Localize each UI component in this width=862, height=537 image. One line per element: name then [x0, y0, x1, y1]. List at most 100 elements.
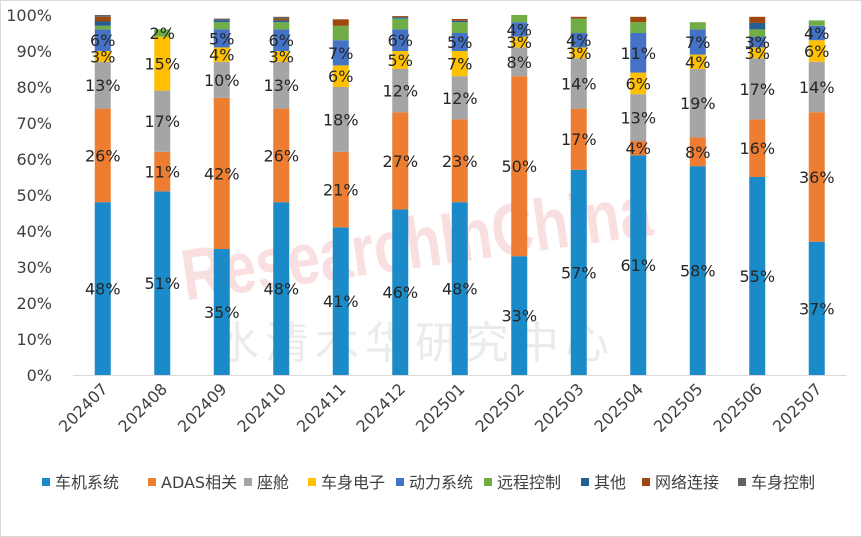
bar-segment [570, 33, 587, 48]
data-label: 3% [566, 44, 591, 63]
bar-segment [273, 20, 290, 23]
data-label: 5% [388, 51, 413, 70]
data-label: 4% [507, 20, 532, 39]
bar-segment [630, 16, 647, 23]
bar-segment [392, 16, 409, 18]
data-label: 33% [501, 307, 537, 326]
x-tick-label: 202412 [352, 379, 409, 436]
bar-segment [570, 16, 587, 19]
bar-segment [630, 22, 647, 33]
bar-segment [154, 90, 171, 152]
bar-segment [749, 47, 766, 59]
data-label: 4% [804, 24, 829, 43]
y-tick-label: 20% [16, 294, 52, 313]
bar-segment [154, 151, 171, 192]
data-label: 16% [739, 139, 775, 158]
y-tick-label: 0% [27, 366, 52, 385]
bar-segment [332, 25, 349, 41]
data-label: 41% [323, 292, 359, 311]
data-label: 11% [144, 163, 180, 182]
data-label: 3% [507, 33, 532, 52]
bar-segment [630, 94, 647, 141]
legend-label: 车机系统 [55, 473, 119, 492]
legend-swatch [738, 478, 746, 486]
legend-label: 其他 [594, 473, 626, 492]
bar-segment [94, 108, 111, 203]
bar-segment [630, 72, 647, 95]
bar-segment [94, 15, 111, 17]
y-tick-label: 90% [16, 42, 52, 61]
x-tick-label: 202410 [233, 379, 290, 436]
bar-segment [392, 18, 409, 30]
bar-segment [808, 241, 825, 375]
bar-segment [511, 76, 528, 257]
bar-segment [451, 76, 468, 120]
bar-segment [332, 151, 349, 228]
bar-segment [511, 15, 528, 23]
x-axis: 202407 202408 202409 202410 202411 202412 2025… [55, 375, 847, 436]
data-label: 7% [328, 44, 353, 63]
bar-segment [570, 47, 587, 59]
bar-segment [213, 249, 230, 375]
x-tick-label: 202507 [769, 379, 826, 436]
legend-label: 动力系统 [409, 473, 473, 492]
bar-segment [332, 19, 349, 26]
bar-segment [808, 112, 825, 242]
bar-segment [630, 141, 647, 156]
bar-segment [94, 25, 111, 30]
data-label: 4% [685, 53, 710, 72]
data-label: 5% [209, 29, 234, 48]
bar-segment [570, 18, 587, 33]
bar-segment [273, 18, 290, 21]
x-tick-label: 202502 [471, 379, 528, 436]
bar-segment [689, 69, 706, 138]
data-label: 57% [561, 263, 597, 282]
y-tick-label: 30% [16, 258, 52, 277]
data-label: 48% [263, 280, 299, 299]
x-tick-label: 202505 [650, 379, 707, 436]
data-label: 26% [263, 146, 299, 165]
data-label: 13% [263, 76, 299, 95]
data-label: 55% [739, 267, 775, 286]
data-label: 5% [447, 33, 472, 52]
bar-segment [392, 112, 409, 210]
bar-segment [332, 87, 349, 152]
y-axis: 0% 10% 20% 30% 40% 50% 60% 70% 80% 90% 100% [6, 6, 52, 385]
data-label: 17% [561, 130, 597, 149]
bar-segment [213, 97, 230, 249]
bar-segment [689, 137, 706, 167]
bar-segment [689, 166, 706, 375]
bar-segment [689, 54, 706, 69]
bar-segment [392, 209, 409, 375]
bar-segment [451, 22, 468, 33]
legend-label: 网络连接 [655, 473, 719, 492]
data-label: 3% [745, 44, 770, 63]
data-label: 17% [144, 112, 180, 131]
data-label: 23% [442, 152, 478, 171]
bar-segment [392, 51, 409, 69]
data-label: 7% [685, 33, 710, 52]
bar-segment [808, 20, 825, 26]
data-label: 12% [442, 89, 478, 108]
bar-segment [749, 58, 766, 120]
legend-swatch [581, 478, 589, 486]
bar-segment [94, 202, 111, 375]
data-label: 58% [680, 262, 716, 281]
y-tick-label: 70% [16, 114, 52, 133]
data-label: 7% [447, 55, 472, 74]
bar-segment [213, 29, 230, 48]
data-label: 37% [799, 299, 835, 318]
legend: 车机系统 ADAS相关 座舱 车身电子 动力系统 远程控制 其他 网络连接 车身控制 [42, 473, 815, 492]
bar-segment [749, 36, 766, 48]
bar-segment [808, 40, 825, 62]
data-label: 18% [323, 110, 359, 129]
data-label: 46% [382, 283, 418, 302]
data-label: 2% [150, 24, 175, 43]
bar-segment [451, 20, 468, 23]
data-label: 6% [328, 67, 353, 86]
legend-label: 车身控制 [751, 473, 815, 492]
data-label: 17% [739, 80, 775, 99]
bar-segment [630, 33, 647, 73]
x-tick-label: 202409 [174, 379, 231, 436]
bar-segment [749, 177, 766, 375]
